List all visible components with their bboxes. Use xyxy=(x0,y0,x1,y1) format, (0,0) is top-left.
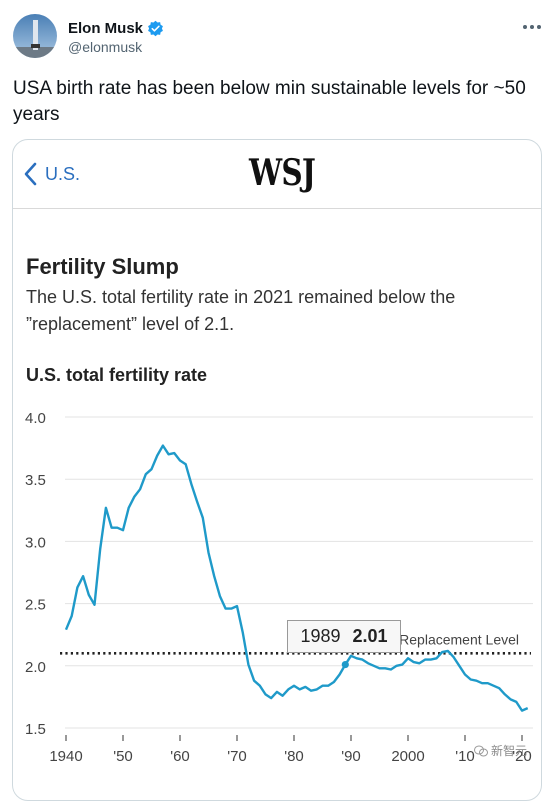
author-name[interactable]: Elon Musk xyxy=(68,20,144,37)
tooltip-year: 1989 xyxy=(300,626,341,646)
chart-title: Fertility Slump xyxy=(26,254,179,279)
x-tick-label: 1940 xyxy=(49,748,82,765)
y-tick-label: 2.5 xyxy=(25,597,46,614)
author-avatar[interactable] xyxy=(13,14,57,58)
tooltip-value: 2.01 xyxy=(352,626,388,646)
more-options-icon[interactable] xyxy=(520,22,544,32)
x-tick-label: '80 xyxy=(284,748,304,765)
watermark: 新智元 xyxy=(474,742,527,759)
back-link[interactable]: U.S. xyxy=(23,162,80,186)
chevron-left-icon xyxy=(24,162,37,186)
x-tick-label: '10 xyxy=(455,748,475,765)
y-tick-label: 2.0 xyxy=(25,659,46,676)
fertility-rate-series-line xyxy=(64,444,529,712)
highlight-tooltip: 1989 2.01 xyxy=(287,620,401,653)
avatar-image xyxy=(13,14,57,58)
back-link-label: U.S. xyxy=(45,163,81,184)
verified-badge-icon xyxy=(148,20,163,37)
fertility-rate-chart: 4.0 3.5 3.0 2.5 2.0 1.5 1940 '50 '60 '70 '80 '90 20… xyxy=(25,410,533,765)
author-handle[interactable]: @elonmusk xyxy=(68,39,143,55)
y-tick-label: 3.5 xyxy=(25,472,46,489)
highlight-point-1989 xyxy=(341,660,349,669)
replacement-level-label: 2.1 Replacement Level xyxy=(376,631,519,647)
x-tick-label: '20 xyxy=(512,748,532,765)
author-name-row[interactable]: Elon Musk xyxy=(68,20,164,37)
tweet-text: USA birth rate has been below min sustai… xyxy=(13,78,526,125)
y-tick-label: 3.0 xyxy=(25,534,46,551)
embedded-image-card[interactable]: U.S. WSJ Fertility Slump The U.S. total … xyxy=(12,139,542,801)
chart-grid xyxy=(65,416,533,729)
x-tick-label: '50 xyxy=(113,748,133,765)
watermark-text: 新智元 xyxy=(491,744,528,758)
x-tick-label: '90 xyxy=(341,748,361,765)
chart-y-label: U.S. total fertility rate xyxy=(26,365,208,385)
wsj-logo: WSJ xyxy=(249,152,316,194)
wechat-icon xyxy=(474,745,488,756)
x-tick-label: '70 xyxy=(227,748,247,765)
y-tick-labels: 4.0 3.5 3.0 2.5 2.0 1.5 xyxy=(25,410,46,738)
chart-subtitle: The U.S. total fertility rate in 2021 re… xyxy=(26,287,456,334)
x-tick-label: 2000 xyxy=(391,748,424,765)
wsj-header: U.S. WSJ xyxy=(13,140,541,209)
y-tick-label: 1.5 xyxy=(25,721,46,738)
y-tick-label: 4.0 xyxy=(25,410,46,427)
x-tick-labels: 1940 '50 '60 '70 '80 '90 2000 '10 '20 xyxy=(49,735,532,765)
x-tick-label: '60 xyxy=(170,748,190,765)
